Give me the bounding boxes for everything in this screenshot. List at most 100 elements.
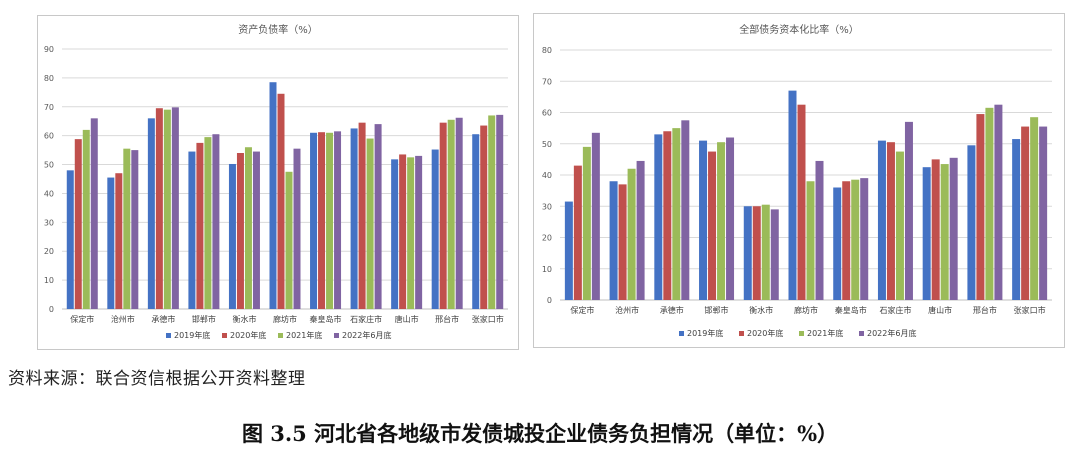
legend-label: 2020年底	[230, 330, 266, 340]
bar	[236, 153, 244, 309]
bar	[877, 140, 886, 300]
bar	[431, 149, 439, 309]
y-tick-label: 10	[44, 276, 54, 285]
bar	[815, 160, 824, 300]
bar	[726, 137, 735, 300]
y-tick-label: 20	[44, 247, 54, 256]
bar	[204, 137, 212, 309]
bar	[155, 108, 163, 309]
y-tick-label: 30	[44, 218, 54, 227]
legend-swatch	[679, 331, 684, 336]
legend-swatch	[859, 331, 864, 336]
bar	[326, 132, 334, 309]
legend-label: 2021年底	[807, 328, 843, 338]
legend-label: 2019年底	[687, 328, 723, 338]
bar	[886, 142, 895, 300]
bar	[115, 173, 123, 309]
bar	[699, 140, 708, 300]
legend-label: 2020年底	[747, 328, 783, 338]
bar	[752, 206, 761, 300]
bar	[761, 204, 770, 300]
x-tick-label: 石家庄市	[879, 305, 911, 315]
x-tick-label: 廊坊市	[273, 314, 297, 324]
x-tick-label: 沧州市	[111, 314, 135, 324]
bar	[967, 145, 976, 300]
bar	[922, 167, 931, 300]
bar	[770, 209, 779, 300]
legend-label: 2021年底	[286, 330, 322, 340]
bar	[609, 181, 618, 300]
legend-label: 2022年6月底	[867, 328, 916, 338]
x-tick-label: 沧州市	[615, 305, 639, 315]
bar	[90, 118, 98, 309]
bar	[1021, 126, 1030, 300]
bar	[358, 122, 366, 310]
x-tick-label: 承德市	[660, 305, 684, 315]
bar	[399, 154, 407, 309]
x-tick-label: 保定市	[70, 314, 94, 324]
bar	[654, 134, 663, 300]
chart-title: 资产负债率（%）	[238, 23, 318, 36]
x-tick-label: 衡水市	[232, 314, 256, 324]
bar	[285, 171, 293, 309]
bar	[123, 148, 131, 309]
bar	[833, 187, 842, 300]
bar	[672, 128, 681, 300]
debt-to-asset-chart-svg: 资产负债率（%） 0 10 20 30 40 50 60 70 80 90 保定市 沧州市 承德市 邯郸市 衡…	[44, 23, 508, 340]
legend-label: 2022年6月底	[342, 330, 391, 340]
chart-title: 全部债务资本化比率（%）	[739, 23, 859, 36]
y-tick-label: 50	[542, 140, 552, 149]
bar	[472, 134, 480, 309]
bar	[582, 146, 591, 300]
bar	[931, 159, 940, 300]
source-note: 资料来源：联合资信根据公开资料整理	[8, 369, 306, 389]
bar	[496, 114, 504, 309]
bar	[310, 132, 318, 309]
x-tick-label: 张家口市	[1014, 305, 1046, 315]
bar	[994, 104, 1003, 300]
bar	[163, 109, 171, 310]
y-tick-label: 80	[542, 46, 552, 55]
bar	[851, 179, 860, 300]
bar	[407, 157, 415, 309]
bar	[415, 155, 423, 309]
bar	[618, 184, 627, 300]
bar	[904, 121, 913, 300]
bar	[985, 107, 994, 300]
figure-caption: 图 3.5 河北省各地级市发债城投企业债务负担情况（单位：%）	[241, 421, 839, 446]
bar	[976, 114, 985, 300]
bar	[447, 119, 455, 310]
bar	[74, 139, 82, 309]
x-tick-label: 秦皇岛市	[835, 305, 867, 315]
bar	[1030, 117, 1039, 300]
bar	[374, 124, 382, 309]
bar	[439, 122, 447, 310]
x-tick-label: 秦皇岛市	[310, 314, 342, 324]
legend-swatch	[166, 333, 171, 338]
bar	[366, 138, 374, 309]
bar	[391, 159, 399, 309]
legend-swatch	[334, 333, 339, 338]
bar	[591, 132, 600, 300]
x-tick-label: 承德市	[151, 314, 175, 324]
bar	[293, 148, 301, 309]
bar	[488, 115, 496, 309]
x-tick-label: 保定市	[570, 305, 594, 315]
bar	[949, 157, 958, 300]
x-tick-label: 邢台市	[435, 314, 459, 324]
y-tick-label: 30	[542, 202, 552, 211]
bar	[480, 125, 488, 309]
bar	[277, 93, 285, 310]
bar	[1039, 126, 1048, 300]
x-tick-label: 邯郸市	[705, 305, 729, 315]
y-tick-label: 20	[542, 234, 552, 243]
legend-swatch	[799, 331, 804, 336]
legend-swatch	[222, 333, 227, 338]
y-tick-label: 0	[49, 305, 54, 314]
bar	[269, 82, 277, 309]
y-tick-label: 50	[44, 161, 54, 170]
x-tick-label: 张家口市	[472, 314, 504, 324]
bar	[188, 151, 196, 309]
bar	[627, 168, 636, 300]
bar	[860, 178, 869, 300]
